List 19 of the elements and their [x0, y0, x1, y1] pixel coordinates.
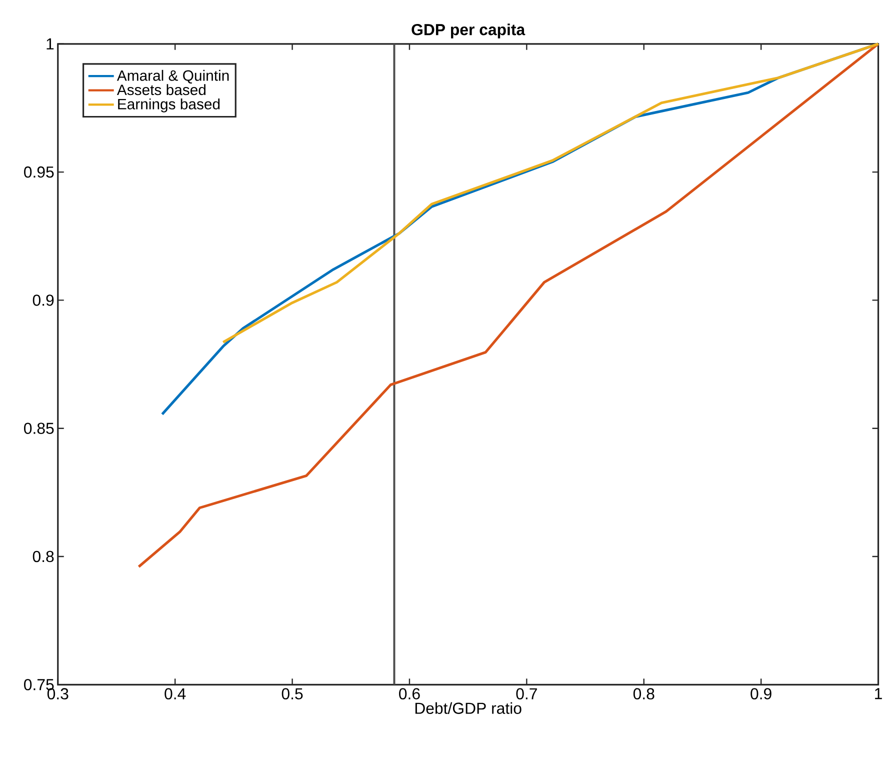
x-axis-title: Debt/GDP ratio — [415, 702, 522, 714]
y-tick-label: 0.8 — [32, 551, 54, 562]
y-tick-label: 0.75 — [24, 679, 54, 691]
legend-label: Earnings based — [118, 98, 220, 113]
y-tick-label: 1 — [46, 38, 54, 50]
x-tick-label: 0.3 — [47, 688, 68, 700]
x-tick-label: 0.5 — [282, 688, 303, 700]
y-tick-label: 0.95 — [24, 166, 54, 178]
x-tick-label: 0.7 — [516, 688, 537, 700]
x-tick-label: 0.6 — [399, 688, 420, 700]
legend-label: Amaral & Quintin — [116, 70, 229, 84]
x-tick-label: 0.4 — [164, 688, 186, 700]
y-tick-label: 0.9 — [32, 294, 54, 306]
x-tick-label: 0.9 — [750, 688, 772, 700]
legend-label: Assets based — [116, 84, 206, 96]
x-tick-label: 1 — [875, 688, 882, 700]
y-tick-label: 0.85 — [24, 422, 54, 434]
chart-title: GDP per capita — [412, 24, 526, 39]
x-tick-label: 0.8 — [633, 688, 654, 700]
